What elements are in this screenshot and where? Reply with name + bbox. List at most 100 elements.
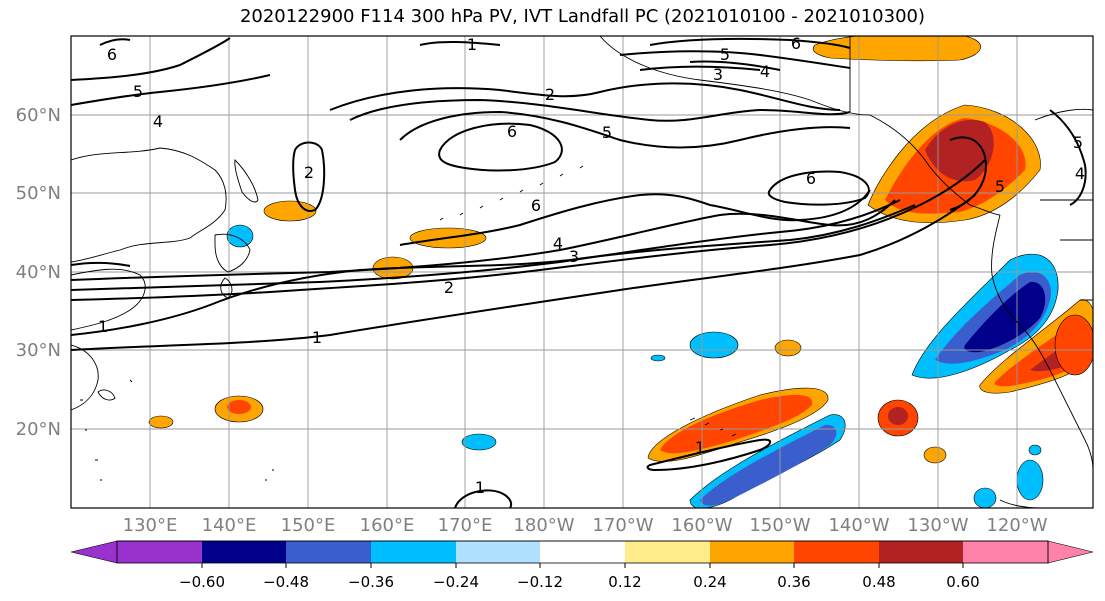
pv-contour-6-east xyxy=(767,170,870,206)
latitude-labels: 60°N 50°N 40°N 30°N 20°N xyxy=(16,105,61,440)
pv-label: 1 xyxy=(467,35,477,54)
pv-contour-left xyxy=(71,261,131,267)
pv-contour-1-north xyxy=(71,204,916,336)
colorbar-segment xyxy=(625,541,710,563)
lon-label: 140°E xyxy=(202,515,257,536)
pv-contour-west-5 xyxy=(71,37,231,81)
pv-label: 5 xyxy=(720,45,730,64)
pv-label: 1 xyxy=(312,328,322,347)
colorbar-tick-label: −0.12 xyxy=(517,573,563,591)
colorbar: −0.60 −0.48 −0.36 −0.24 −0.12 0.12 0.24 … xyxy=(70,540,1094,591)
pv-label: 6 xyxy=(791,34,801,53)
pv-label: 5 xyxy=(1073,133,1083,152)
pv-contours xyxy=(71,37,1087,508)
coastlines xyxy=(71,36,1093,508)
lon-label: 150°W xyxy=(749,515,810,536)
pv-contour-6-loop xyxy=(438,122,563,172)
pv-contour-1-trop xyxy=(646,438,772,472)
pv-contour-1-south xyxy=(71,194,976,351)
shade-blob-k xyxy=(148,415,174,429)
colorbar-min-extend xyxy=(70,540,118,564)
pv-label: 5 xyxy=(995,177,1005,196)
lat-label: 60°N xyxy=(16,105,61,126)
colorbar-max-extend xyxy=(1047,540,1094,564)
colorbar-tick-label: −0.24 xyxy=(433,573,479,591)
pv-contour-labels: 6 5 1 5 4 3 4 6 2 5 6 6 2 6 4 3 2 1 1 1 … xyxy=(98,34,1085,497)
lon-label: 170°E xyxy=(438,515,493,536)
pv-contour-east xyxy=(1049,109,1087,206)
pv-label: 4 xyxy=(760,62,770,81)
lon-label: 170°W xyxy=(592,515,653,536)
colorbar-segment xyxy=(794,541,879,563)
pv-label: 4 xyxy=(553,234,563,253)
lat-label: 40°N xyxy=(16,262,61,283)
pv-contour-west-4 xyxy=(71,74,271,106)
colorbar-segment xyxy=(963,541,1048,563)
shade-blob-d-inner xyxy=(227,400,251,414)
shade-blob-m xyxy=(973,487,997,508)
lon-label: 160°W xyxy=(671,515,732,536)
lon-label: 180°W xyxy=(513,515,574,536)
pv-contour-2-loop xyxy=(292,141,326,212)
lon-label: 160°E xyxy=(360,515,415,536)
shade-blob-j xyxy=(923,446,947,464)
map-border xyxy=(70,35,1094,509)
pv-contour-1-nw xyxy=(419,40,501,46)
pv-label: 6 xyxy=(107,45,117,64)
colorbar-tick-label: −0.60 xyxy=(179,573,225,591)
pv-label: 6 xyxy=(806,169,816,188)
lon-label: 140°W xyxy=(828,515,889,536)
colorbar-tick-label: −0.48 xyxy=(263,573,309,591)
pv-contour-1-bottom xyxy=(454,489,513,508)
shade-blob-c xyxy=(774,339,802,357)
colorbar-segment xyxy=(879,541,963,563)
shade-blob-i xyxy=(461,433,497,451)
pv-contour-north-4 xyxy=(689,60,781,71)
colorbar-tick-label: 0.48 xyxy=(862,573,895,591)
pv-contour-3 xyxy=(71,199,901,291)
shade-wc-inner xyxy=(964,281,1046,353)
shade-blob-l xyxy=(1016,459,1044,501)
pv-label: 3 xyxy=(569,247,579,266)
lon-label: 130°W xyxy=(907,515,968,536)
shade-pnw-inner xyxy=(925,119,994,182)
shade-blob-h xyxy=(226,224,254,248)
pv-label: 5 xyxy=(602,123,612,142)
colorbar-segment xyxy=(456,541,540,563)
pv-contour-north-5 xyxy=(619,50,851,69)
pv-contour-pacnw xyxy=(949,136,987,211)
lon-label: 120°W xyxy=(986,515,1047,536)
lon-label: 150°E xyxy=(281,515,336,536)
pv-label: 2 xyxy=(545,85,555,104)
lat-label: 50°N xyxy=(16,183,61,204)
map-title: 2020122900 F114 300 hPa PV, IVT Landfall… xyxy=(239,6,926,27)
pv-label: 2 xyxy=(444,278,454,297)
colorbar-segment xyxy=(710,541,794,563)
shade-blob-a-inner xyxy=(888,407,908,425)
pv-label: 3 xyxy=(713,65,723,84)
pv-contour-north-3 xyxy=(639,65,761,71)
longitude-labels: 130°E 140°E 150°E 160°E 170°E 180°W 170°… xyxy=(123,515,1048,536)
shade-blob-o xyxy=(1028,444,1042,456)
pv-contour-4-main xyxy=(71,199,896,281)
colorbar-segment xyxy=(286,541,371,563)
lat-label: 30°N xyxy=(16,340,61,361)
pv-contour-west-6 xyxy=(99,38,131,46)
pv-label: 1 xyxy=(475,478,485,497)
colorbar-segment xyxy=(117,541,202,563)
colorbar-tick-label: −0.36 xyxy=(348,573,394,591)
lon-label: 130°E xyxy=(123,515,178,536)
pv-label: 6 xyxy=(507,122,517,141)
pv-label: 4 xyxy=(153,112,163,131)
pv-label: 4 xyxy=(1075,164,1085,183)
shade-blob-n xyxy=(1054,314,1093,376)
pv-label: 1 xyxy=(98,317,108,336)
shade-top-pos xyxy=(812,36,981,62)
pv-contour-6-south xyxy=(399,189,871,246)
colorbar-tick-label: 0.24 xyxy=(693,573,726,591)
colorbar-segment xyxy=(540,541,625,563)
pv-label: 2 xyxy=(304,163,314,182)
pv-label: 5 xyxy=(133,82,143,101)
colorbar-tick-label: 0.12 xyxy=(608,573,641,591)
